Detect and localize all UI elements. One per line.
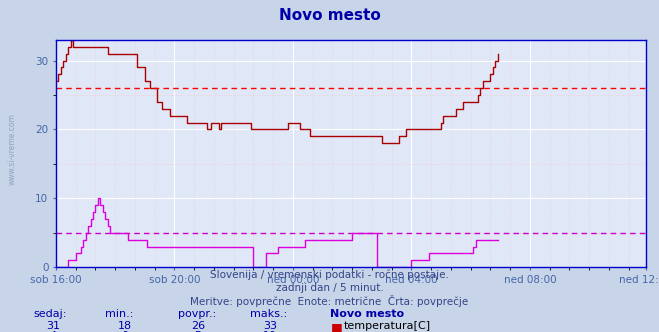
Text: Slovenija / vremenski podatki - ročne postaje.: Slovenija / vremenski podatki - ročne po…	[210, 270, 449, 280]
Text: Novo mesto: Novo mesto	[330, 309, 403, 319]
Text: temperatura[C]: temperatura[C]	[344, 321, 431, 331]
Text: 4: 4	[49, 331, 56, 332]
Text: hitrost vetra[m/s]: hitrost vetra[m/s]	[344, 331, 442, 332]
Text: www.si-vreme.com: www.si-vreme.com	[8, 114, 17, 185]
Text: 0: 0	[122, 331, 129, 332]
Text: 33: 33	[263, 321, 277, 331]
Text: zadnji dan / 5 minut.: zadnji dan / 5 minut.	[275, 283, 384, 293]
Text: ■: ■	[331, 321, 343, 332]
Text: ■: ■	[331, 331, 343, 332]
Text: sedaj:: sedaj:	[33, 309, 67, 319]
Text: povpr.:: povpr.:	[178, 309, 216, 319]
Text: 26: 26	[190, 321, 205, 331]
Text: 5: 5	[194, 331, 201, 332]
Text: 18: 18	[118, 321, 132, 331]
Text: maks.:: maks.:	[250, 309, 288, 319]
Text: 10: 10	[263, 331, 277, 332]
Text: 31: 31	[45, 321, 60, 331]
Text: Novo mesto: Novo mesto	[279, 8, 380, 23]
Text: Meritve: povprečne  Enote: metrične  Črta: povprečje: Meritve: povprečne Enote: metrične Črta:…	[190, 295, 469, 307]
Text: min.:: min.:	[105, 309, 134, 319]
